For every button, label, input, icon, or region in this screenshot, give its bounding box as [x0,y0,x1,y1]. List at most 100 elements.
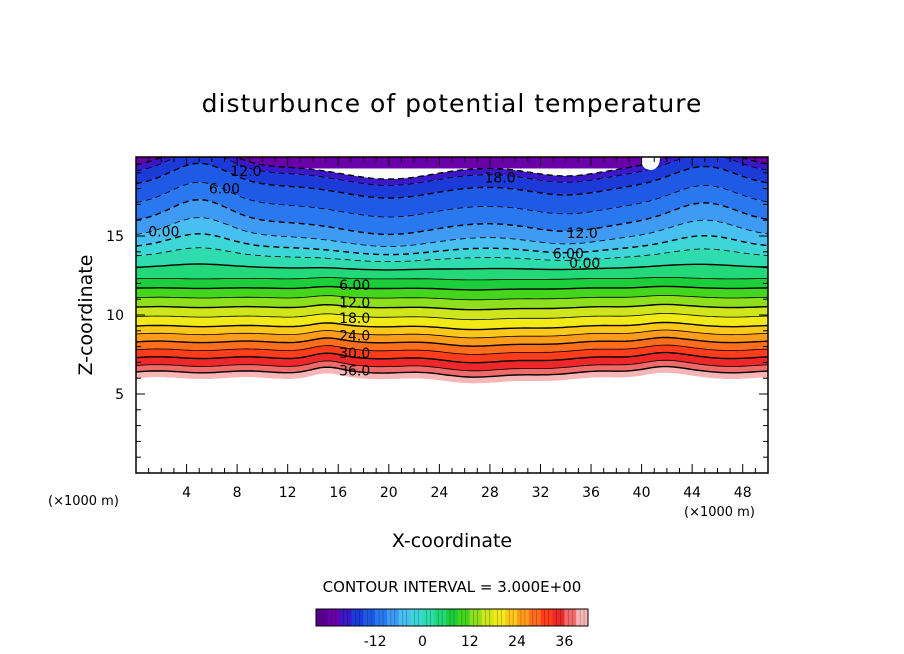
y-tick-label: 15 [106,229,124,245]
colorbar-swatch [446,609,459,626]
y-tick-label: 10 [106,308,124,324]
colorbar-swatch [564,609,577,626]
contour-label: 6.00 [339,278,370,294]
contour-label: 18.0 [484,171,515,187]
contour-line [136,217,768,247]
colorbar-swatch [339,609,352,626]
contour-label: 24.0 [339,329,370,345]
colorbar-swatch [552,609,565,626]
colorbar-swatch [327,609,341,626]
x-tick-label: 16 [329,485,347,501]
contour-band [136,217,768,255]
x-tick-label: 20 [380,485,398,501]
colorbar-swatch [576,609,589,626]
y-axis-title: Z-coordinate [75,255,97,376]
contour-line [136,285,768,291]
x-tick-label: 36 [582,485,600,501]
y-tick-label: 5 [115,387,124,403]
contour-label: 30.0 [339,346,370,362]
x-tick-label: 8 [233,485,242,501]
undefined-region [642,157,660,170]
contour-label: 6.00 [553,246,584,262]
x-tick-label: 24 [430,485,448,501]
contour-line [136,365,768,378]
colorbar-swatch [540,609,554,626]
contour-line [136,351,768,364]
x-tick-labels: 4 8 12 16 20 24 28 32 36 40 44 48 [182,485,752,501]
colorbar-tick-label: 0 [418,634,427,650]
colorbar-frame [315,608,589,627]
colorbar-swatch [386,609,400,626]
contour-band [136,157,768,169]
contour-line [136,157,768,180]
y-tick-labels: 5 10 15 [106,229,124,403]
contour-line [136,329,768,339]
colorbar-tick-label: 36 [555,634,573,650]
contour-label: 0.00 [569,256,600,272]
x-tick-label: 4 [182,485,191,501]
colorbar-swatch [363,609,376,626]
plot-area: 12.06.000.0018.012.06.000.006.0012.018.0… [136,157,768,473]
contour-line [136,162,768,199]
contour-line [136,263,768,271]
contour-label: 12.0 [230,164,261,180]
colorbar [316,609,589,626]
contour-interval-text: CONTOUR INTERVAL = 3.000E+00 [323,578,582,596]
contour-line [136,181,768,218]
contour-line [136,313,768,321]
colorbar-swatch [398,609,412,626]
colorbar-tick-label: 12 [461,634,479,650]
contour-label: 12.0 [567,226,598,242]
colorbar-swatch [422,609,435,626]
contour-line [136,295,768,301]
no-data-region [136,372,768,473]
contour-band [136,322,768,338]
contour-line [136,336,768,347]
contour-line [136,344,768,355]
contour-label: 6.00 [209,182,240,198]
colorbar-tick-label: 24 [508,634,526,650]
contour-line [136,321,768,331]
contour-labels: 12.06.000.0018.012.06.000.006.0012.018.0… [148,164,600,379]
colorbar-swatch [351,609,364,626]
contour-label: 12.0 [339,295,370,311]
x-unit-label-right: (×1000 m) [684,505,755,520]
contour-line [136,359,768,372]
colorbar-swatch [410,609,423,626]
axis-ticks [135,156,769,474]
colorbar-swatch [493,609,506,626]
contour-label: 0.00 [148,224,179,240]
colorbar-tick-labels: -12 0 12 24 36 [364,634,574,650]
x-unit-label-left: (×1000 m) [48,494,119,509]
contour-band [136,277,768,290]
colorbar-swatch [316,609,329,626]
x-tick-label: 40 [633,485,651,501]
colorbar-swatch [505,609,518,626]
x-tick-label: 44 [683,485,701,501]
contour-line [136,198,768,236]
contour-line [136,233,768,256]
contour-band [136,182,768,235]
colorbar-swatch [481,609,494,626]
contour-band [136,163,768,217]
contour-band [136,286,768,300]
contour-band [136,233,768,262]
x-tick-label: 32 [532,485,550,501]
contour-line [136,157,768,186]
contour-label: 36.0 [339,363,370,379]
colorbar-swatch [528,609,542,626]
contour-band [136,247,768,270]
colorbar-swatch [434,609,447,626]
contour-lines [136,157,768,378]
contour-line [136,303,768,311]
contour-band [136,199,768,247]
contour-line [136,277,768,281]
x-tick-label: 28 [481,485,499,501]
x-axis-title: X-coordinate [392,530,512,552]
colorbar-swatch [517,609,530,626]
colorbar-swatch [457,609,471,626]
chart-title: disturbunce of potential temperature [202,89,703,118]
x-tick-label: 48 [734,485,752,501]
contour-band [136,366,768,384]
